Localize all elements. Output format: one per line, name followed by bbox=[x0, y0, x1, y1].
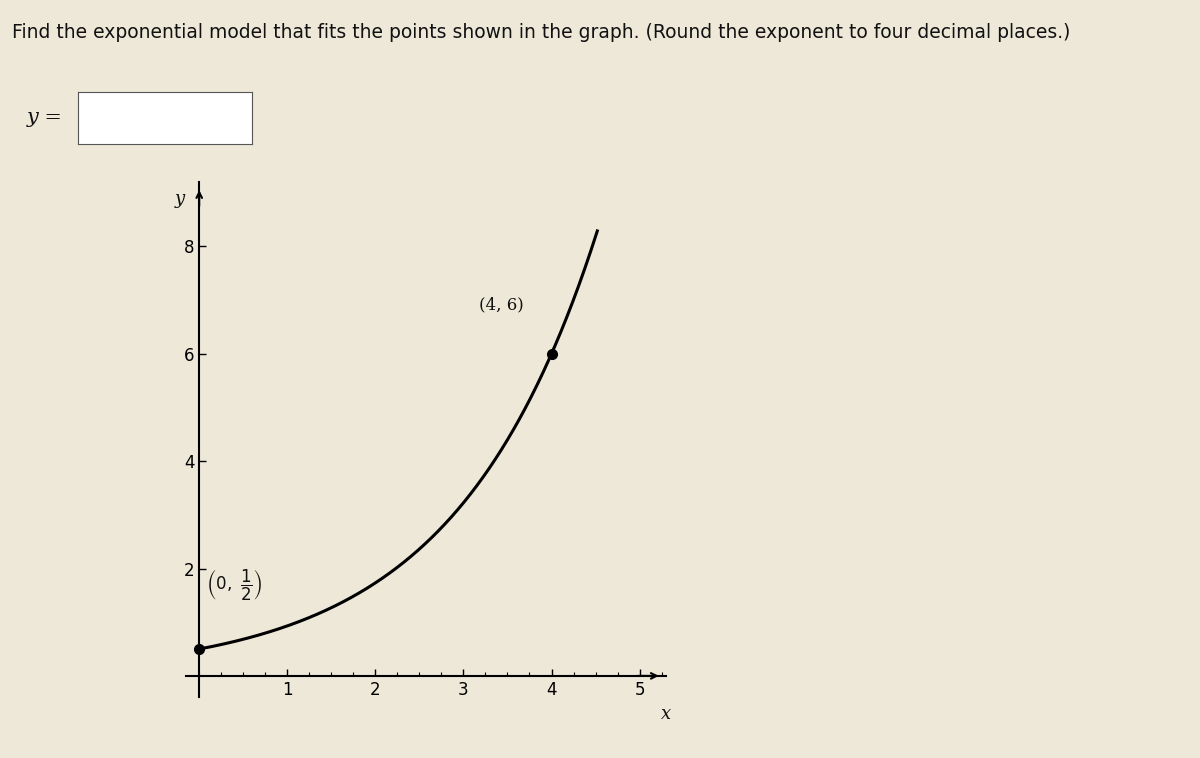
Text: $\left(0,\ \dfrac{1}{2}\right)$: $\left(0,\ \dfrac{1}{2}\right)$ bbox=[206, 568, 263, 603]
Text: Find the exponential model that fits the points shown in the graph. (Round the e: Find the exponential model that fits the… bbox=[12, 23, 1070, 42]
Text: y =: y = bbox=[26, 108, 62, 127]
Text: x: x bbox=[661, 706, 671, 723]
Text: (4, 6): (4, 6) bbox=[479, 296, 524, 314]
Text: y: y bbox=[175, 190, 185, 208]
